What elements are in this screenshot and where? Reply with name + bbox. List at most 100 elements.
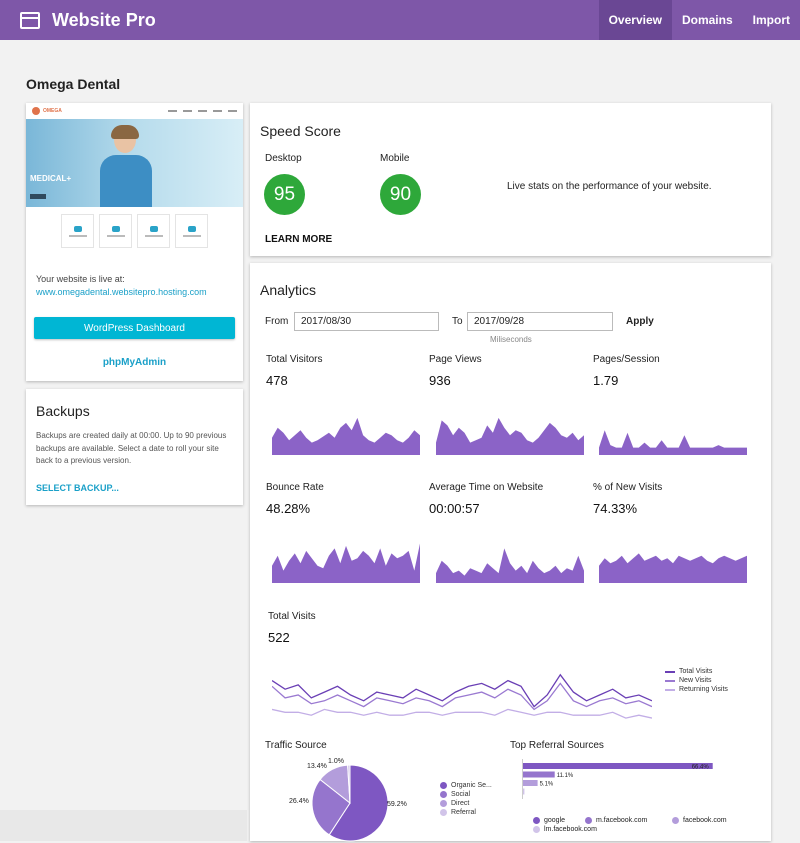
- speed-description: Live stats on the performance of your we…: [507, 181, 712, 192]
- nav-import[interactable]: Import: [752, 13, 790, 27]
- nav-domains[interactable]: Domains: [681, 13, 733, 27]
- backups-description: Backups are created daily at 00:00. Up t…: [36, 431, 227, 465]
- traffic-source-pie-chart: [311, 764, 389, 842]
- legend-dot: [672, 817, 679, 824]
- metric-label: Average Time on Website: [429, 482, 544, 493]
- live-label: Your website is live at:: [36, 274, 125, 284]
- nav-overview[interactable]: Overview: [598, 0, 672, 40]
- desktop-label: Desktop: [265, 153, 302, 164]
- legend-new-visits: New Visits: [665, 677, 712, 684]
- series-line-1: [272, 682, 652, 711]
- preview-links: [168, 110, 237, 112]
- wordpress-dashboard-button[interactable]: WordPress Dashboard: [34, 317, 235, 339]
- series-line-0: [272, 673, 652, 708]
- select-backup-link[interactable]: SELECT BACKUP...: [36, 483, 119, 493]
- metric-label: Page Views: [429, 354, 482, 365]
- referral-legend-google: google: [533, 817, 565, 824]
- bar-value-label: 11.1%: [557, 773, 574, 779]
- to-date-input[interactable]: [467, 312, 613, 331]
- to-label: To: [452, 316, 463, 327]
- legend-dot: [440, 809, 447, 816]
- preview-tile: [175, 214, 208, 248]
- page-views-sparkline: [436, 417, 584, 455]
- bar-0: [523, 763, 713, 769]
- backups-title: Backups: [36, 403, 90, 419]
- pie-slice-label: 13.4%: [307, 763, 327, 770]
- metric-value: 48.28%: [266, 501, 311, 516]
- legend-dot: [533, 826, 540, 833]
- metric-label: Pages/Session: [593, 354, 660, 365]
- legend-dot: [440, 791, 447, 798]
- pie-slice-3: [347, 764, 351, 804]
- traffic-legend-referral: Referral: [440, 809, 476, 816]
- traffic-legend-social: Social: [440, 791, 470, 798]
- learn-more-link[interactable]: LEARN MORE: [265, 234, 333, 245]
- pie-slice-1: [311, 778, 351, 836]
- top-referral-title: Top Referral Sources: [510, 740, 604, 751]
- avg-time-sparkline: [436, 548, 584, 583]
- preview-nav: OMEGA: [26, 103, 243, 119]
- top-bar: Website Pro Overview Domains Import: [0, 0, 800, 40]
- bar-3: [523, 788, 525, 795]
- pie-slice-label: 59.2%: [387, 801, 407, 808]
- page-title: Omega Dental: [26, 76, 121, 92]
- preview-hero-button: [30, 194, 46, 199]
- sparkline-area: [599, 430, 747, 455]
- backups-card: Backups Backups are created daily at 00:…: [26, 389, 243, 505]
- sparkline-area: [272, 417, 420, 455]
- bar-value-label: 5.1%: [540, 782, 554, 788]
- phpmyadmin-link[interactable]: phpMyAdmin: [102, 357, 167, 368]
- top-nav: Overview Domains Import: [598, 0, 800, 40]
- sparkline-area: [272, 543, 420, 583]
- preview-tiles: [26, 207, 243, 248]
- legend-dot: [440, 782, 447, 789]
- speed-score-card: Speed Score Desktop 95 Mobile 90 Live st…: [250, 103, 771, 256]
- milliseconds-label: Miliseconds: [490, 335, 532, 344]
- site-card: OMEGA MEDICAL+ Your website is live at: …: [26, 103, 243, 381]
- legend-returning-visits: Returning Visits: [665, 686, 728, 693]
- new-visits-sparkline: [599, 553, 747, 583]
- pages-session-sparkline: [599, 430, 747, 455]
- analytics-card: Analytics From To Apply Miliseconds Tota…: [250, 263, 771, 842]
- bar-2: [523, 780, 538, 786]
- metric-value: 936: [429, 373, 451, 388]
- speed-score-title: Speed Score: [260, 123, 341, 139]
- traffic-legend-organic: Organic Se...: [440, 782, 492, 789]
- referral-legend-facebook: facebook.com: [672, 817, 727, 824]
- preview-tile: [61, 214, 94, 248]
- metric-value: 478: [266, 373, 288, 388]
- apply-button[interactable]: Apply: [626, 316, 654, 327]
- legend-dot: [585, 817, 592, 824]
- sparkline-area: [436, 417, 584, 455]
- total-visits-label: Total Visits: [268, 611, 316, 622]
- omega-logo-icon: [32, 107, 40, 115]
- live-url-link[interactable]: www.omegadental.websitepro.hosting.com: [36, 287, 207, 297]
- sparkline-area: [599, 553, 747, 583]
- brand[interactable]: Website Pro: [20, 0, 156, 40]
- browser-window-icon: [20, 11, 40, 29]
- preview-hero-image: MEDICAL+: [26, 119, 243, 207]
- from-label: From: [265, 316, 289, 327]
- metric-label: Total Visitors: [266, 354, 323, 365]
- metric-value: 1.79: [593, 373, 619, 388]
- top-referral-bar-chart: 66.4% 11.1%5.1%: [522, 759, 713, 799]
- pie-slice-label: 26.4%: [289, 798, 309, 805]
- sparkline-area: [436, 548, 584, 583]
- nurse-image: [96, 125, 156, 207]
- bar-value-label: 66.4%: [692, 765, 710, 771]
- bar-1: [523, 771, 555, 778]
- website-preview[interactable]: OMEGA MEDICAL+: [26, 103, 243, 253]
- preview-tile: [99, 214, 132, 248]
- metric-label: Bounce Rate: [266, 482, 324, 493]
- metric-value: 74.33%: [593, 501, 638, 516]
- from-date-input[interactable]: [294, 312, 439, 331]
- series-line-2: [272, 708, 652, 719]
- referral-legend-m-facebook: m.facebook.com: [585, 817, 647, 824]
- page-footer-strip: [0, 810, 247, 841]
- legend-total-visits: Total Visits: [665, 668, 712, 675]
- app-title: Website Pro: [52, 9, 156, 30]
- preview-tile: [137, 214, 170, 248]
- total-visits-line-chart: [272, 673, 652, 719]
- pie-slice-label: 1.0%: [328, 758, 344, 765]
- analytics-title: Analytics: [260, 282, 317, 298]
